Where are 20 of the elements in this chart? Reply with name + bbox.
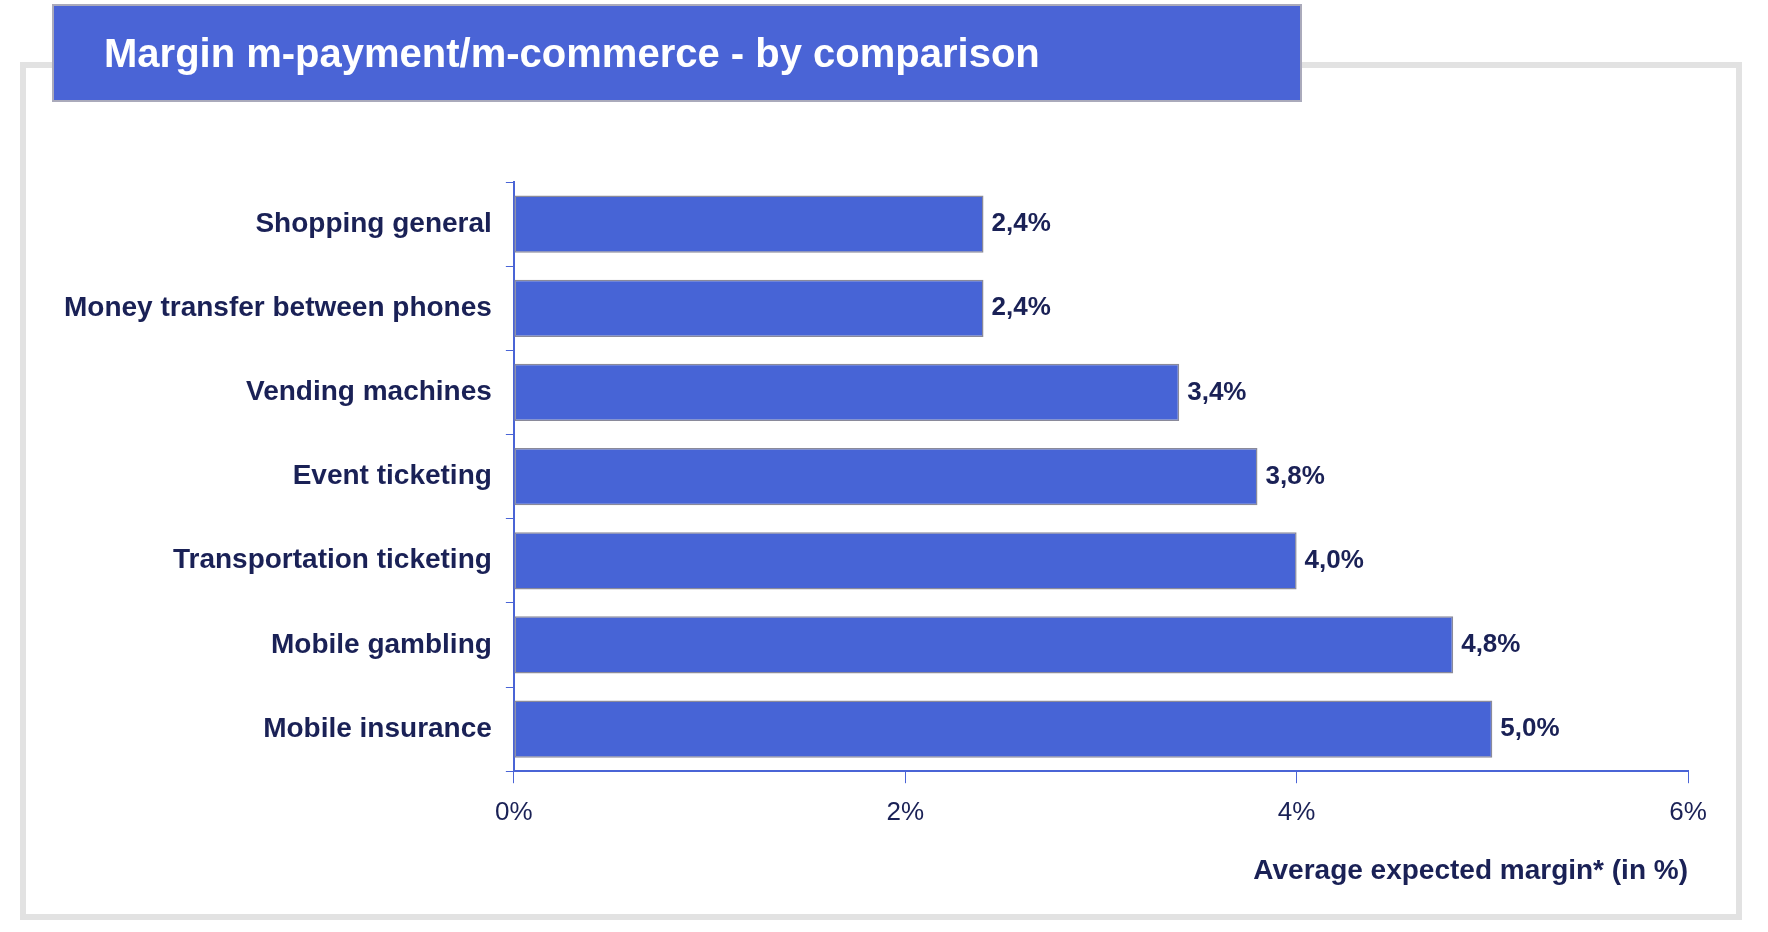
data-label: 2,4% (991, 207, 1051, 238)
x-tick-label: 0% (495, 795, 533, 826)
data-label: 5,0% (1500, 712, 1560, 743)
x-tick-label: 6% (1669, 795, 1707, 826)
chart-title: Margin m-payment/m-commerce - by comparison (52, 4, 1302, 102)
y-tick-label: Mobile insurance (263, 711, 492, 743)
data-label: 3,4% (1187, 375, 1247, 406)
y-tick-label: Event ticketing (292, 459, 492, 491)
data-label: 4,8% (1461, 628, 1521, 659)
x-tick-label: 4% (1277, 795, 1316, 826)
y-tick-label: Mobile gambling (270, 627, 492, 659)
y-tick-label: Vending machines (246, 375, 492, 407)
y-tick-label: Shopping general (255, 206, 492, 238)
data-label: 3,8% (1265, 459, 1325, 490)
y-tick-label: Money transfer between phones (63, 290, 492, 322)
y-tick-label: Transportation ticketing (172, 543, 492, 575)
x-axis-title: Average expected margin* (in %) (1253, 853, 1688, 885)
data-label: 2,4% (991, 291, 1051, 322)
x-tick-label: 2% (886, 795, 925, 826)
data-label: 4,0% (1304, 543, 1364, 574)
